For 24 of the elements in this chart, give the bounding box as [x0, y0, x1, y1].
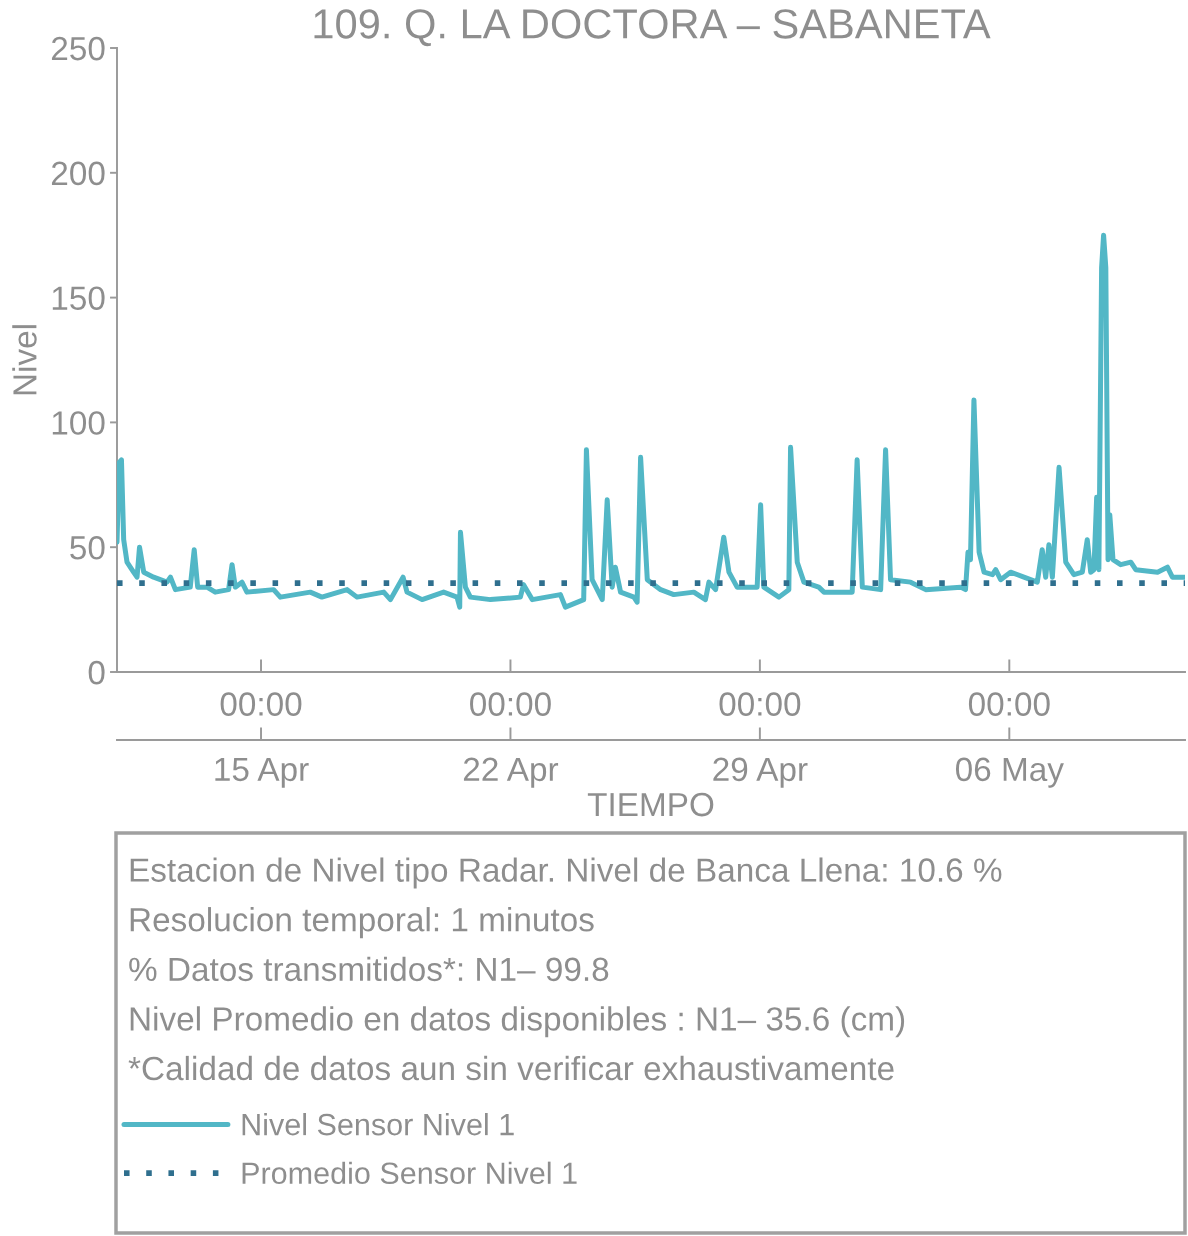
- legend-label: Nivel Sensor Nivel 1: [242, 1113, 514, 1136]
- x-axis-title: TIEMPO: [587, 792, 714, 817]
- x-tick-label: 00:00: [470, 692, 551, 716]
- legend-label: Promedio Sensor Nivel 1: [242, 1161, 577, 1185]
- text: % Datos transmitidos*: N1– 99.8: [129, 956, 609, 982]
- y-tick-label: 100: [52, 411, 105, 435]
- x-tick-label: 00:00: [220, 692, 302, 716]
- x2-tick-label: 29 Apr: [713, 757, 808, 788]
- y-tick-label: 200: [51, 161, 105, 186]
- x-tick-label: 00:00: [968, 692, 1050, 716]
- y-tick-label: 150: [52, 286, 105, 311]
- y-axis-title: Nivel: [12, 325, 37, 395]
- x2-tick-label: 06 May: [955, 757, 1064, 788]
- text: Estacion de Nivel tipo Radar. Nivel de Banca Llena: 10.6 %: [130, 857, 1002, 889]
- chart-title: 109. Q. LA DOCTORA – SABANETA: [314, 9, 991, 47]
- y-tick-label: 0: [88, 660, 105, 685]
- text: Resolucion temporal: 1 minutos: [130, 907, 594, 939]
- x2-tick-label: 15 Apr: [215, 757, 309, 788]
- text: *Calidad de datos aun sin verificar exhaustivamente: [128, 1055, 894, 1081]
- x2-tick-label: 22 Apr: [463, 757, 559, 788]
- y-tick-label: 50: [70, 536, 105, 560]
- y-tick-label: 250: [51, 36, 105, 61]
- x-tick-label: 00:00: [719, 692, 801, 716]
- text: Nivel Promedio en datos disponibles : N1– 35.6 (cm): [130, 1006, 905, 1038]
